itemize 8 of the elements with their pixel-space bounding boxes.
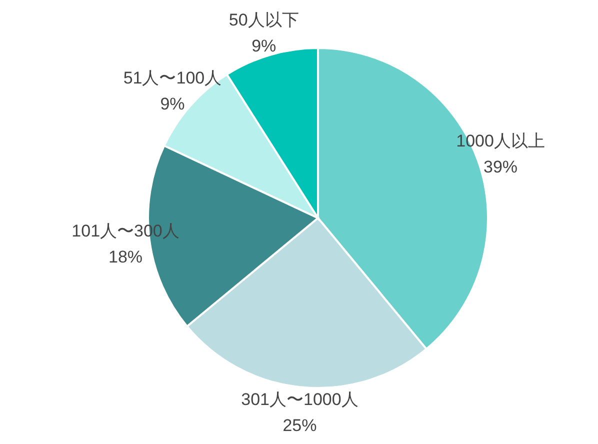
data-label: 9% xyxy=(252,36,276,56)
data-label: 39% xyxy=(484,157,518,176)
slice-label: 50人以下 xyxy=(228,10,299,30)
data-label: 25% xyxy=(282,416,317,436)
data-label: 18% xyxy=(108,247,143,266)
slice-label: 51人〜100人 xyxy=(123,68,222,88)
data-label: 9% xyxy=(160,94,185,114)
slice-label: 301人〜1000人 xyxy=(241,390,358,410)
